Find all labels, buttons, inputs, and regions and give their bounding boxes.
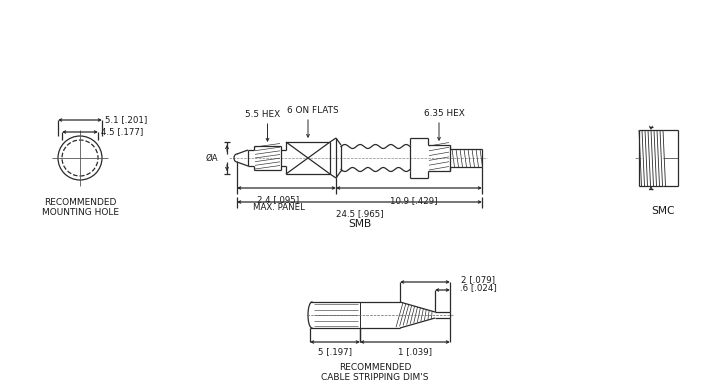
Text: 2 [.079]: 2 [.079] [461, 275, 495, 284]
Text: MAX. PANEL: MAX. PANEL [253, 203, 305, 212]
Text: 10.9 [.429]: 10.9 [.429] [390, 196, 438, 205]
Text: 5 [.197]: 5 [.197] [318, 347, 352, 356]
Text: SMC: SMC [652, 206, 675, 216]
Text: 24.5 [.965]: 24.5 [.965] [336, 209, 383, 218]
Text: 1 [.039]: 1 [.039] [398, 347, 432, 356]
Text: SMB: SMB [348, 219, 371, 229]
Text: RECOMMENDED
MOUNTING HOLE: RECOMMENDED MOUNTING HOLE [42, 198, 119, 217]
Text: .6 [.024]: .6 [.024] [459, 284, 496, 292]
Text: 5.5 HEX: 5.5 HEX [245, 110, 280, 119]
Text: 6.35 HEX: 6.35 HEX [423, 109, 464, 118]
Text: ØA: ØA [205, 154, 218, 163]
Text: 2.4 [.095]: 2.4 [.095] [258, 195, 300, 204]
Text: 6 ON FLATS: 6 ON FLATS [287, 106, 339, 115]
Text: RECOMMENDED
CABLE STRIPPING DIM'S: RECOMMENDED CABLE STRIPPING DIM'S [321, 363, 428, 383]
Text: 4.5 [.177]: 4.5 [.177] [101, 128, 143, 136]
Text: 5.1 [.201]: 5.1 [.201] [105, 115, 148, 124]
